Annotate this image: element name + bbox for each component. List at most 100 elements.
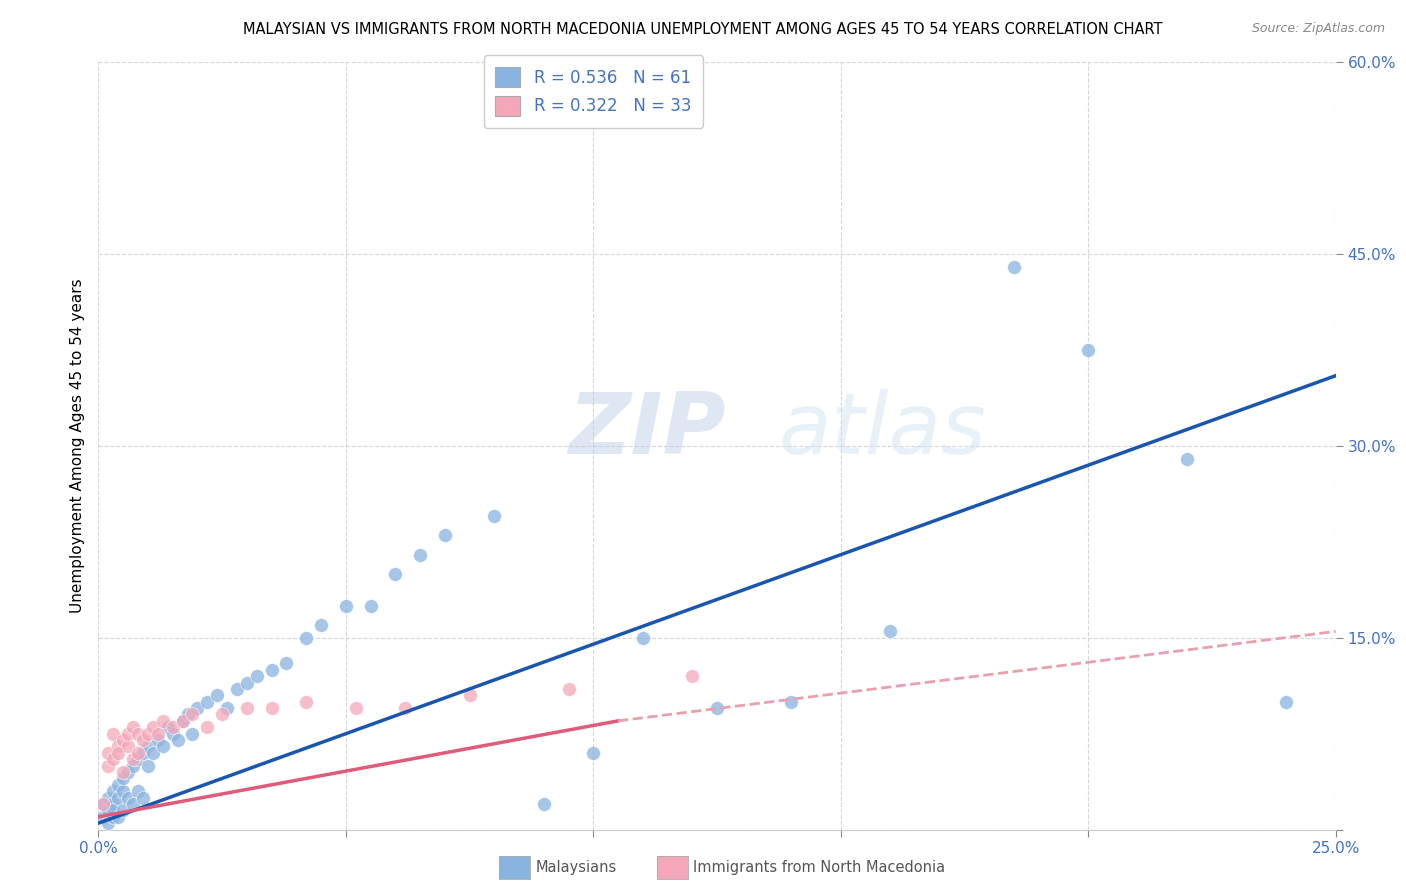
Point [103,804,125,818]
Point [117,765,139,780]
Point [360,599,382,613]
Point [384,566,406,581]
Point [127,746,149,760]
Point [103,752,125,766]
Point [93,797,115,811]
Point [780,695,803,709]
Point [107,778,129,792]
Point [1275,695,1298,709]
Point [172,714,194,728]
Point [162,726,184,740]
Point [226,681,249,696]
Point [1002,260,1025,274]
Point [117,726,139,740]
Point [166,733,188,747]
Point [112,765,135,780]
Point [195,720,218,734]
Point [97,790,120,805]
Point [107,739,129,754]
Point [142,720,165,734]
Point [112,772,135,786]
Point [122,720,145,734]
Point [706,701,728,715]
Point [681,669,703,683]
Text: Immigrants from North Macedonia: Immigrants from North Macedonia [693,861,945,875]
Point [127,784,149,798]
Point [156,720,179,734]
Text: Malaysians: Malaysians [536,861,617,875]
Point [181,707,204,722]
Point [484,509,506,524]
Point [122,752,145,766]
Point [236,701,259,715]
Point [217,701,239,715]
Point [879,624,901,639]
Point [93,810,115,824]
Point [107,746,129,760]
Point [631,631,654,645]
Point [103,797,125,811]
Point [97,758,120,772]
Point [246,669,269,683]
Point [394,701,416,715]
Point [103,810,125,824]
Point [176,707,198,722]
Point [117,790,139,805]
Point [211,707,233,722]
Point [97,746,120,760]
Point [146,726,169,740]
Text: ZIP: ZIP [568,389,727,472]
Point [205,689,228,703]
Point [112,784,135,798]
Text: MALAYSIAN VS IMMIGRANTS FROM NORTH MACEDONIA UNEMPLOYMENT AMONG AGES 45 TO 54 YE: MALAYSIAN VS IMMIGRANTS FROM NORTH MACED… [243,22,1163,37]
Point [409,548,432,562]
Point [97,816,120,830]
Text: atlas: atlas [779,389,987,472]
Point [162,720,184,734]
Point [433,528,456,542]
Point [172,714,194,728]
Point [97,804,120,818]
Point [1077,343,1099,358]
Point [557,681,579,696]
Point [142,746,165,760]
Point [136,739,159,754]
Point [186,701,208,715]
Point [195,695,218,709]
Point [335,599,357,613]
Point [103,726,125,740]
Text: Source: ZipAtlas.com: Source: ZipAtlas.com [1251,22,1385,36]
Point [533,797,555,811]
Point [136,758,159,772]
Point [93,797,115,811]
Point [127,726,149,740]
Point [122,758,145,772]
Point [152,714,174,728]
Point [127,752,149,766]
Point [295,695,318,709]
Point [132,790,155,805]
Point [181,726,204,740]
Point [152,739,174,754]
Point [122,797,145,811]
Point [136,726,159,740]
Point [276,657,298,671]
Legend: R = 0.536   N = 61, R = 0.322   N = 33: R = 0.536 N = 61, R = 0.322 N = 33 [484,55,703,128]
Point [112,804,135,818]
Point [132,746,155,760]
Point [582,746,605,760]
Point [107,810,129,824]
Y-axis label: Unemployment Among Ages 45 to 54 years: Unemployment Among Ages 45 to 54 years [69,278,84,614]
Point [295,631,318,645]
Point [132,733,155,747]
Point [107,790,129,805]
Point [117,739,139,754]
Point [103,784,125,798]
Point [344,701,367,715]
Point [236,675,259,690]
Point [112,733,135,747]
Point [1175,451,1198,466]
Point [260,701,283,715]
Point [260,663,283,677]
Point [458,689,481,703]
